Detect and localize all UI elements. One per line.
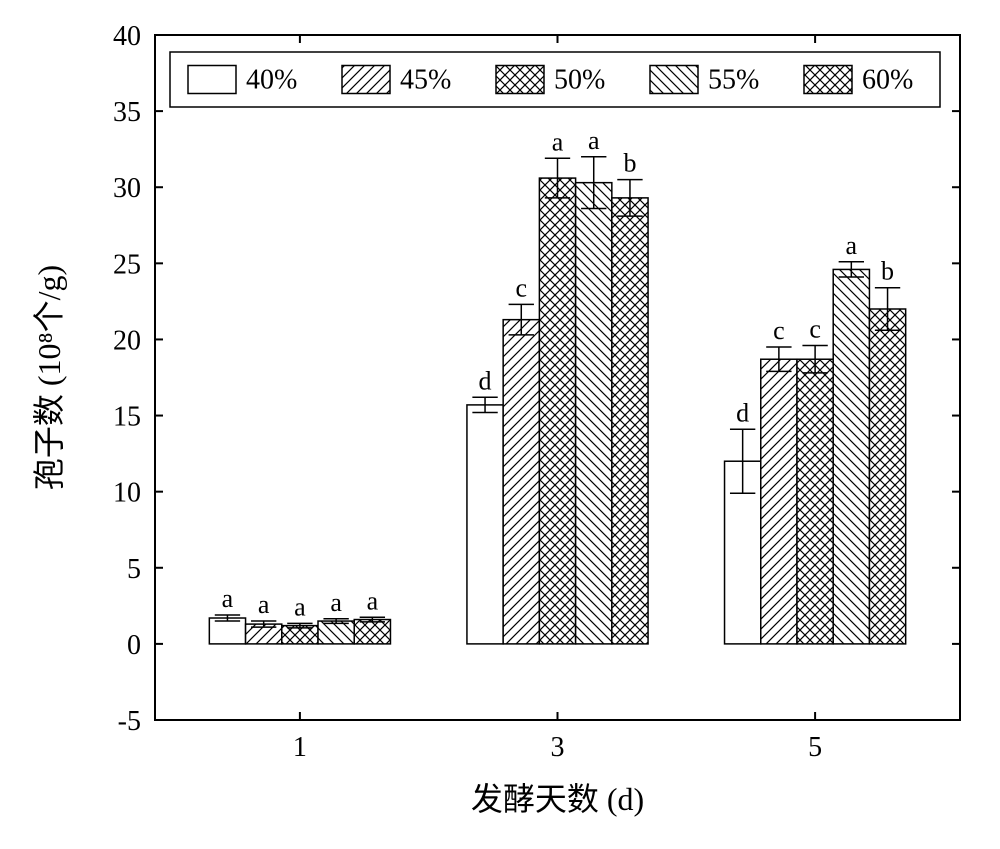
y-axis-label: 孢子数 (10⁸个/g) <box>31 265 67 490</box>
x-tick-label: 3 <box>551 732 565 763</box>
y-tick-label: 10 <box>113 478 141 509</box>
legend-label-55%: 55% <box>708 65 759 96</box>
y-tick-label: -5 <box>118 706 141 737</box>
bar-1-40% <box>209 618 245 644</box>
sig-letter-5-40%: d <box>736 398 749 427</box>
y-tick-label: 40 <box>113 21 141 52</box>
sig-letter-1-50%: a <box>294 592 306 621</box>
bar-5-45% <box>761 359 797 644</box>
bar-1-60% <box>354 620 390 644</box>
legend-label-45%: 45% <box>400 65 451 96</box>
sig-letter-1-55%: a <box>330 588 342 617</box>
bar-3-55% <box>576 183 612 644</box>
legend-swatch-45% <box>342 66 390 94</box>
spore-count-chart: -50510152025303540135孢子数 (10⁸个/g)发酵天数 (d… <box>0 0 1000 849</box>
bar-3-45% <box>503 320 539 644</box>
y-tick-label: 0 <box>127 630 141 661</box>
legend-swatch-60% <box>804 66 852 94</box>
bar-3-40% <box>467 405 503 644</box>
x-tick-label: 1 <box>293 732 307 763</box>
legend-swatch-50% <box>496 66 544 94</box>
legend-label-50%: 50% <box>554 65 605 96</box>
y-tick-label: 30 <box>113 173 141 204</box>
y-tick-label: 35 <box>113 97 141 128</box>
sig-letter-5-55%: a <box>846 231 858 260</box>
legend-swatch-40% <box>188 66 236 94</box>
bar-5-55% <box>833 269 869 643</box>
y-tick-label: 25 <box>113 249 141 280</box>
sig-letter-5-45%: c <box>773 316 785 345</box>
y-tick-label: 20 <box>113 325 141 356</box>
x-axis-label: 发酵天数 (d) <box>471 781 644 817</box>
legend-label-60%: 60% <box>862 65 913 96</box>
x-tick-label: 5 <box>808 732 822 763</box>
sig-letter-5-60%: b <box>881 257 894 286</box>
sig-letter-3-60%: b <box>623 149 636 178</box>
bar-5-60% <box>869 309 905 644</box>
sig-letter-3-55%: a <box>588 126 600 155</box>
bar-3-60% <box>612 198 648 644</box>
legend-label-40%: 40% <box>246 65 297 96</box>
sig-letter-3-50%: a <box>552 127 564 156</box>
bar-1-55% <box>318 621 354 644</box>
bar-3-50% <box>539 178 575 644</box>
y-tick-label: 5 <box>127 554 141 585</box>
sig-letter-1-40%: a <box>222 584 234 613</box>
sig-letter-3-45%: c <box>516 273 528 302</box>
sig-letter-5-50%: c <box>809 315 821 344</box>
sig-letter-1-60%: a <box>367 586 379 615</box>
legend-swatch-55% <box>650 66 698 94</box>
y-tick-label: 15 <box>113 402 141 433</box>
bar-5-50% <box>797 359 833 644</box>
sig-letter-3-40%: d <box>479 366 492 395</box>
sig-letter-1-45%: a <box>258 590 270 619</box>
